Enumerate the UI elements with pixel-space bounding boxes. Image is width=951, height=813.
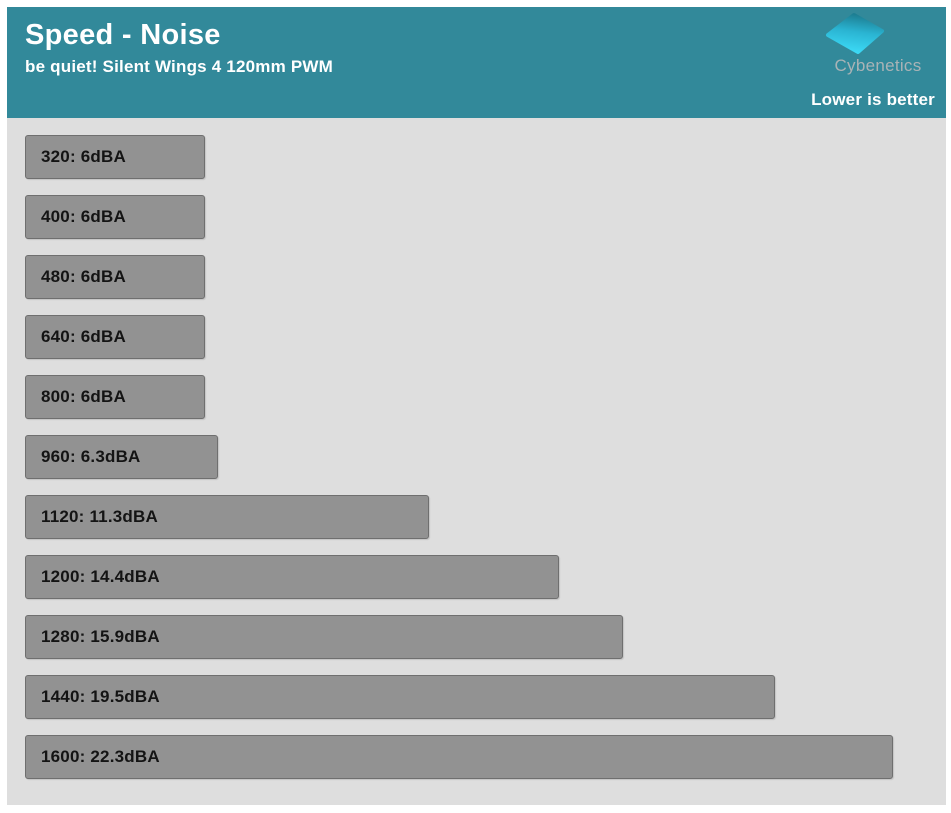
bar-label: 1440: 19.5dBA — [41, 687, 160, 706]
chart-header: Speed - Noise be quiet! Silent Wings 4 1… — [7, 7, 946, 118]
bar-row: 1440: 19.5dBA — [25, 675, 775, 719]
cybenetics-logo: Cybenetics — [823, 12, 933, 76]
bar-label: 1200: 14.4dBA — [41, 567, 160, 586]
bar-row: 400: 6dBA — [25, 195, 205, 239]
bar-row: 1200: 14.4dBA — [25, 555, 559, 599]
bar-label: 1600: 22.3dBA — [41, 747, 160, 766]
bar-label: 1120: 11.3dBA — [41, 507, 158, 526]
bar-row: 640: 6dBA — [25, 315, 205, 359]
bar-row: 960: 6.3dBA — [25, 435, 218, 479]
brand-label: Cybenetics — [834, 56, 922, 75]
bar-label: 320: 6dBA — [41, 147, 126, 166]
bar-label: 1280: 15.9dBA — [41, 627, 160, 646]
page-title: Speed - Noise — [25, 19, 221, 51]
bar-row: 480: 6dBA — [25, 255, 205, 299]
bar-label: 800: 6dBA — [41, 387, 126, 406]
bar-chart-area: 320: 6dBA 400: 6dBA 480: 6dBA 640: 6dBA … — [7, 118, 946, 805]
cybenetics-diamond-icon — [826, 13, 884, 54]
bar-label: 960: 6.3dBA — [41, 447, 141, 466]
chart-card: Speed - Noise be quiet! Silent Wings 4 1… — [7, 7, 946, 805]
bar-row: 1280: 15.9dBA — [25, 615, 623, 659]
bar-label: 480: 6dBA — [41, 267, 126, 286]
bar-row: 320: 6dBA — [25, 135, 205, 179]
bar-row: 1600: 22.3dBA — [25, 735, 893, 779]
bar-label: 400: 6dBA — [41, 207, 126, 226]
bar-row: 800: 6dBA — [25, 375, 205, 419]
bar-row: 1120: 11.3dBA — [25, 495, 429, 539]
bar-label: 640: 6dBA — [41, 327, 126, 346]
chart-subtitle: be quiet! Silent Wings 4 120mm PWM — [25, 57, 333, 76]
lower-is-better-note: Lower is better — [811, 90, 935, 109]
